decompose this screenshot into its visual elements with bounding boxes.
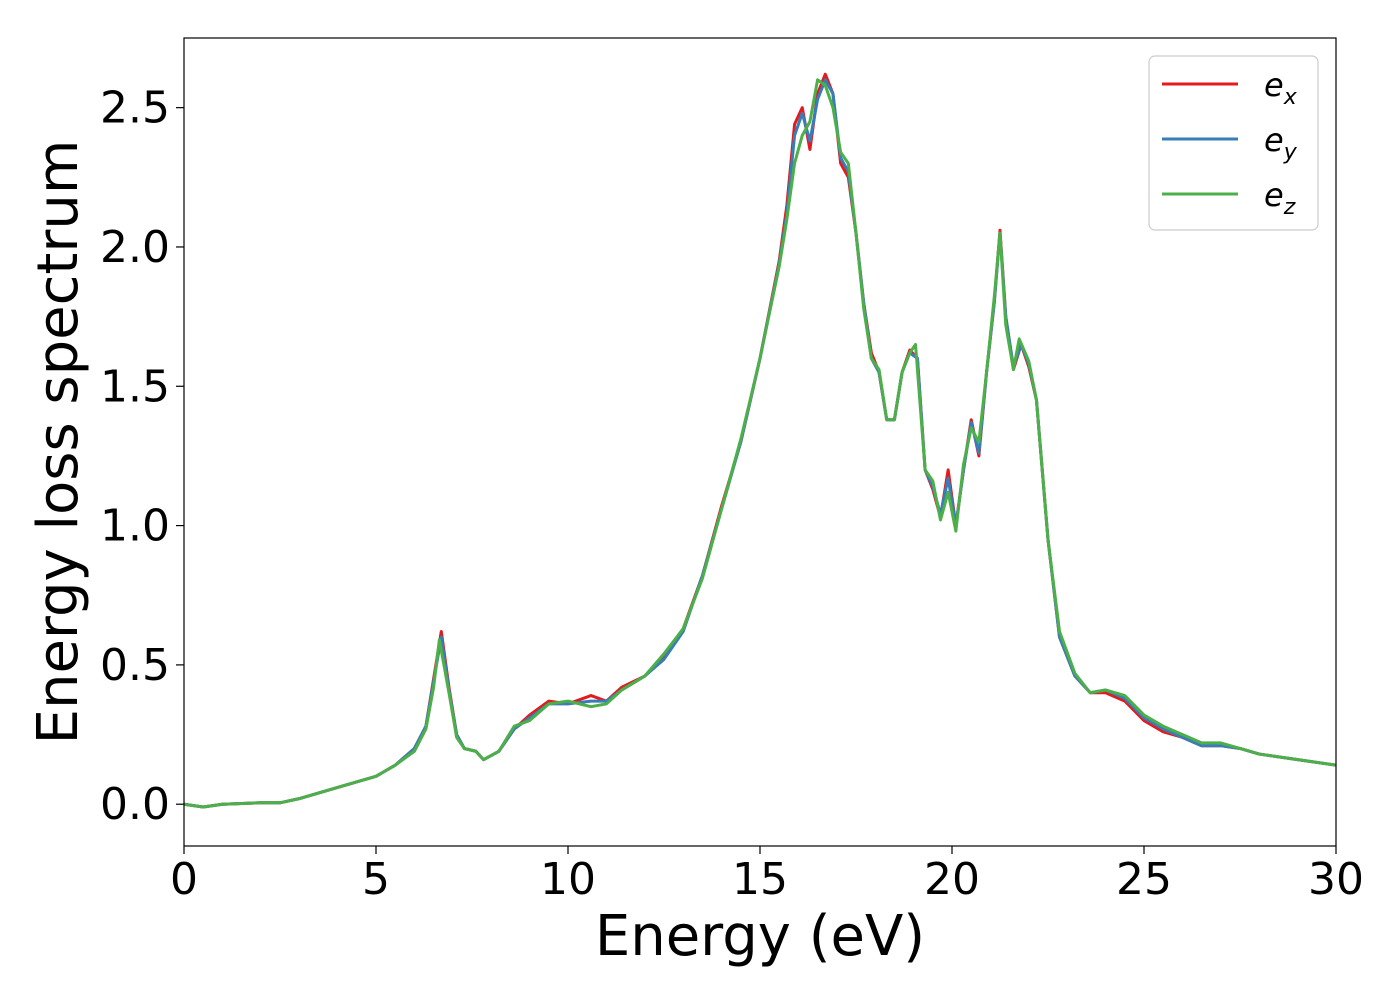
y-tick-label: 0.0 bbox=[100, 779, 170, 830]
legend-box bbox=[1148, 55, 1319, 231]
y-tick-label: 2.5 bbox=[100, 83, 170, 134]
y-tick-label: 0.5 bbox=[100, 640, 170, 691]
series-line-e-z bbox=[184, 78, 1336, 809]
y-axis-label: Energy loss spectrum bbox=[26, 140, 91, 745]
legend-label-e-x: ex bbox=[1264, 66, 1298, 110]
x-tick-label: 0 bbox=[170, 854, 198, 905]
x-tick-label: 30 bbox=[1308, 854, 1364, 905]
y-tick-label: 1.0 bbox=[100, 501, 170, 552]
x-tick-label: 20 bbox=[924, 854, 980, 905]
legend-label-e-y: ey bbox=[1264, 121, 1298, 165]
x-tick-label: 10 bbox=[540, 854, 596, 905]
x-tick-label: 5 bbox=[362, 854, 390, 905]
x-axis: 0 5 10 15 20 25 30 bbox=[170, 846, 1364, 905]
x-axis-label: Energy (eV) bbox=[595, 904, 925, 969]
legend-label-e-z: ez bbox=[1264, 176, 1296, 220]
x-tick-label: 25 bbox=[1116, 854, 1172, 905]
y-tick-label: 1.5 bbox=[100, 361, 170, 412]
y-tick-label: 2.0 bbox=[100, 222, 170, 273]
legend: ex ey ez bbox=[1148, 55, 1319, 231]
x-tick-label: 15 bbox=[732, 854, 788, 905]
y-axis: 0.0 0.5 1.0 1.5 2.0 2.5 bbox=[100, 83, 184, 830]
